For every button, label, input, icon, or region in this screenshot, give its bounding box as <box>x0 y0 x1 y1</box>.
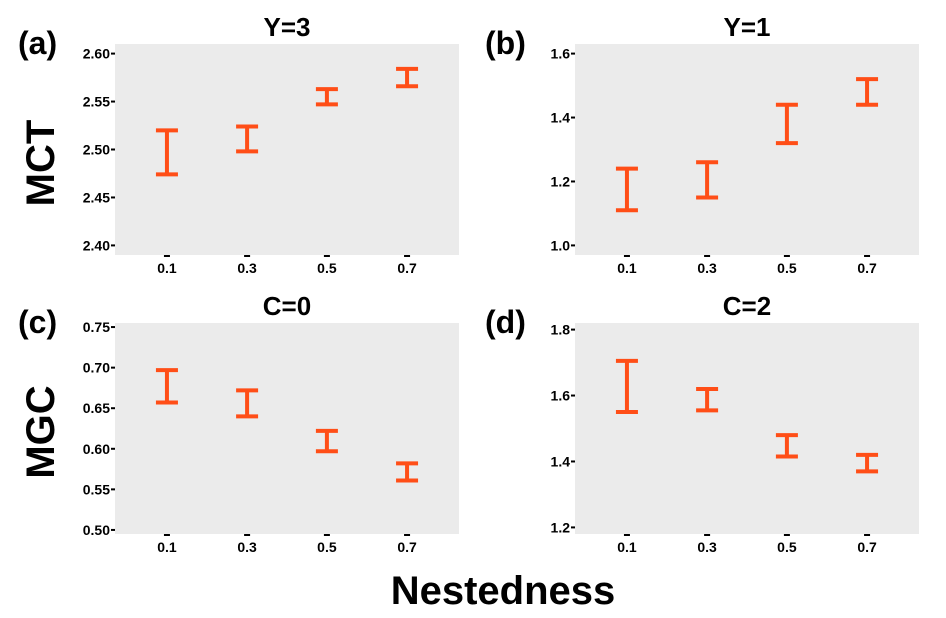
panel-letter: (a) <box>18 25 57 61</box>
y-tick-label: 1.4 <box>551 453 571 469</box>
errorbar-0.7 <box>396 461 419 483</box>
y-tick-label: 1.6 <box>551 46 571 62</box>
panel-title: C=0 <box>263 291 311 321</box>
plot-background <box>115 44 459 255</box>
y-tick-label: 1.4 <box>551 110 571 126</box>
panel-title: Y=1 <box>724 12 771 42</box>
y-tick-label: 2.45 <box>83 189 110 205</box>
errorbar-0.5 <box>315 428 338 454</box>
y-tick-label: 0.70 <box>83 360 110 376</box>
errorbar-0.3 <box>236 124 259 154</box>
errorbar-0.3 <box>236 388 259 419</box>
y-tick-label: 1.2 <box>551 519 571 535</box>
panels: (a) Y=32.402.452.502.552.600.1 0.3 0.5 0.7(b… <box>18 12 919 555</box>
panel-title: C=2 <box>723 291 771 321</box>
y-tick-label: 0.60 <box>83 441 110 457</box>
panel-letter: (d) <box>485 304 526 340</box>
panel-title: Y=3 <box>264 12 311 42</box>
errorbar-0.1 <box>615 358 638 415</box>
panel-a: (a) Y=3 2.40 2.45 2.50 2.55 2.60 0.1 0.3 0.5 0.7 <box>18 12 459 276</box>
x-tick-label: 0.5 <box>317 539 337 555</box>
y-tick-label: 1.2 <box>551 173 571 189</box>
x-tick-label: 0.5 <box>777 539 797 555</box>
y-tick-label: 1.0 <box>551 237 571 253</box>
x-tick-label: 0.7 <box>857 539 877 555</box>
x-tick-label: 0.5 <box>317 260 337 276</box>
x-tick-label: 0.3 <box>697 539 717 555</box>
x-tick-label: 0.1 <box>157 539 177 555</box>
y-tick-label: 2.60 <box>83 46 110 62</box>
x-tick-label: 0.7 <box>397 260 417 276</box>
x-tick-label: 0.1 <box>617 260 637 276</box>
y-tick-label: 2.50 <box>83 142 110 158</box>
y-tick-label: 0.50 <box>83 522 110 538</box>
x-tick-label: 0.3 <box>697 260 717 276</box>
errorbar-0.3 <box>696 160 719 200</box>
x-tick-label: 0.7 <box>857 260 877 276</box>
y-tick-label: 2.40 <box>83 237 110 253</box>
panel-d: (d) C=2 1.2 1.4 1.6 1.8 0.1 0.3 0.5 0.7 <box>485 291 919 555</box>
y-tick-label: 1.8 <box>551 322 571 338</box>
errorbar-0.1 <box>615 166 638 213</box>
errorbar-0.5 <box>315 87 338 107</box>
x-axis-label: Nestedness <box>391 569 616 613</box>
x-tick-label: 0.3 <box>237 539 257 555</box>
errorbar-0.3 <box>696 386 719 413</box>
errorbar-0.7 <box>856 452 879 474</box>
panel-letter: (c) <box>18 304 57 340</box>
panel-c: (c) C=0 0.50 0.55 0.60 0.65 0.70 0.75 0.1 0.3 0.5 0… <box>18 291 459 555</box>
y-tick-label: 0.75 <box>83 319 110 335</box>
plot-background <box>115 323 459 534</box>
x-tick-label: 0.3 <box>237 260 257 276</box>
errorbar-0.1 <box>155 368 178 405</box>
errorbar-0.1 <box>155 128 178 177</box>
errorbar-0.7 <box>856 77 879 107</box>
row-label-mgc: MGC <box>19 385 63 478</box>
y-tick-label: 0.65 <box>83 400 110 416</box>
panel-b: (b) Y=1 1.0 1.2 1.4 1.6 0.1 0.3 0.5 0.7 <box>485 12 919 276</box>
errorbar-0.7 <box>396 66 419 89</box>
errorbar-0.5 <box>775 102 798 146</box>
plot-background <box>575 44 919 255</box>
x-tick-label: 0.7 <box>397 539 417 555</box>
y-tick-label: 2.55 <box>83 94 110 110</box>
panel-letter: (b) <box>485 25 526 61</box>
x-tick-label: 0.1 <box>617 539 637 555</box>
row-label-mct: MCT <box>19 120 63 207</box>
x-tick-label: 0.5 <box>777 260 797 276</box>
x-tick-label: 0.1 <box>157 260 177 276</box>
y-tick-label: 1.6 <box>551 388 571 404</box>
plot-background <box>575 323 919 534</box>
y-tick-label: 0.55 <box>83 481 110 497</box>
errorbar-0.5 <box>775 433 798 459</box>
